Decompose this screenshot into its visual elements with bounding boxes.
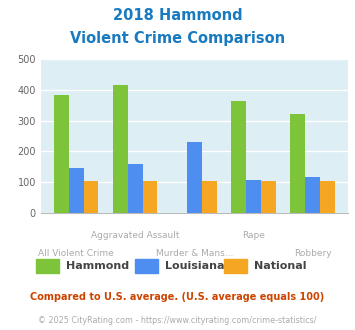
Bar [261, 181, 275, 213]
Bar [290, 114, 305, 213]
Text: 2018 Hammond: 2018 Hammond [113, 8, 242, 23]
Text: Louisiana: Louisiana [165, 261, 225, 271]
Bar [128, 164, 143, 213]
Bar [202, 181, 217, 213]
Text: Murder & Mans...: Murder & Mans... [156, 249, 233, 258]
Text: Robbery: Robbery [294, 249, 331, 258]
Bar [54, 95, 69, 213]
Bar [84, 181, 98, 213]
Bar [143, 181, 158, 213]
Bar [113, 85, 128, 213]
Text: National: National [254, 261, 306, 271]
Text: Rape: Rape [242, 231, 265, 240]
Bar [305, 177, 320, 213]
Text: © 2025 CityRating.com - https://www.cityrating.com/crime-statistics/: © 2025 CityRating.com - https://www.city… [38, 316, 317, 325]
Bar [320, 181, 335, 213]
Text: All Violent Crime: All Violent Crime [38, 249, 114, 258]
Text: Violent Crime Comparison: Violent Crime Comparison [70, 31, 285, 46]
Bar [69, 168, 84, 213]
Bar [187, 142, 202, 213]
Text: Aggravated Assault: Aggravated Assault [91, 231, 180, 240]
Text: Hammond: Hammond [66, 261, 129, 271]
Bar [231, 101, 246, 213]
Bar [246, 180, 261, 213]
Text: Compared to U.S. average. (U.S. average equals 100): Compared to U.S. average. (U.S. average … [31, 292, 324, 302]
